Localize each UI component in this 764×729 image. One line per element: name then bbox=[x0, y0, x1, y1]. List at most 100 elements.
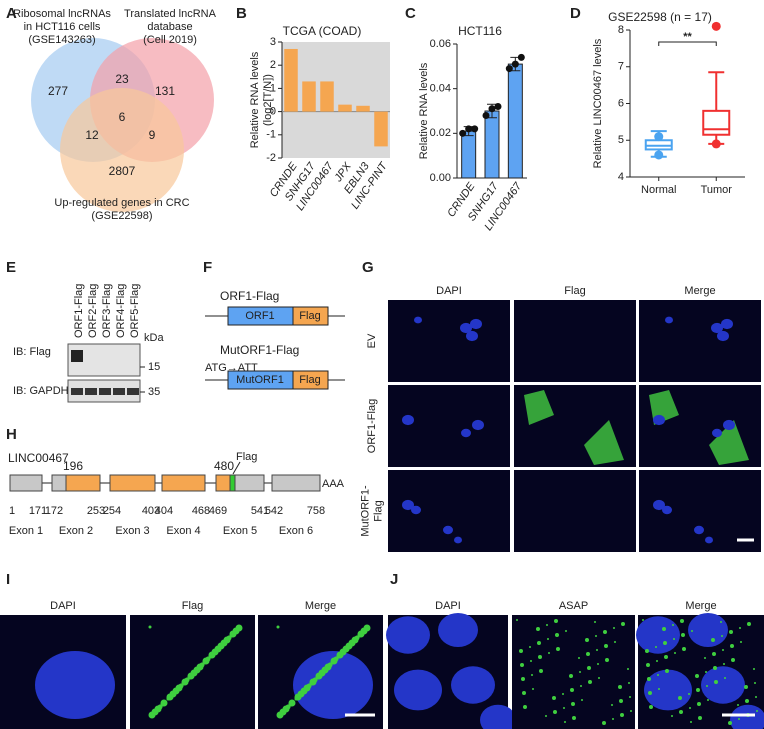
band bbox=[99, 388, 111, 395]
speckle bbox=[148, 711, 156, 719]
micrograph bbox=[639, 300, 761, 382]
panel-label: B bbox=[236, 5, 247, 22]
speckle bbox=[689, 707, 691, 709]
column-header: Merge bbox=[685, 600, 716, 612]
tag-label: Flag bbox=[299, 374, 320, 386]
set-label: (GSE143263) bbox=[28, 34, 95, 46]
bar bbox=[356, 105, 370, 112]
chart-title: GSE22598 (n = 17) bbox=[608, 10, 712, 24]
chart-title: HCT116 bbox=[458, 24, 502, 38]
speckle bbox=[737, 704, 739, 706]
panel-label: G bbox=[362, 259, 374, 276]
speckle bbox=[755, 696, 757, 698]
speckle bbox=[612, 718, 614, 720]
speckle bbox=[282, 707, 288, 713]
data-point bbox=[482, 111, 490, 119]
speckle bbox=[324, 665, 330, 671]
row-label: MutORF1- bbox=[359, 485, 371, 537]
speckle bbox=[647, 677, 651, 681]
x-tick-label: Tumor bbox=[701, 184, 733, 196]
micrograph bbox=[388, 300, 510, 382]
panel-label: D bbox=[570, 5, 581, 22]
nucleus bbox=[694, 525, 704, 535]
speckle bbox=[357, 634, 361, 638]
bar bbox=[461, 130, 477, 179]
speckle bbox=[315, 676, 319, 680]
y-tick-label: 0.06 bbox=[430, 38, 451, 50]
speckle bbox=[223, 638, 229, 644]
speckle bbox=[629, 696, 631, 698]
speckle bbox=[649, 705, 653, 709]
bar bbox=[320, 81, 334, 112]
micrograph bbox=[514, 300, 636, 382]
speckle bbox=[604, 644, 608, 648]
speckle bbox=[294, 697, 298, 701]
bar bbox=[507, 63, 523, 179]
speckle bbox=[556, 647, 560, 651]
nucleus bbox=[402, 414, 414, 426]
y-tick-label: 0.04 bbox=[430, 83, 451, 95]
speckle bbox=[181, 682, 185, 686]
speckle bbox=[154, 707, 160, 713]
speckle bbox=[713, 666, 717, 670]
nucleus bbox=[653, 414, 665, 426]
speckle bbox=[345, 642, 353, 650]
speckle bbox=[729, 630, 733, 634]
speckle bbox=[276, 625, 280, 629]
nucleus bbox=[712, 428, 722, 438]
speckle bbox=[536, 627, 540, 631]
speckle bbox=[697, 702, 701, 706]
speckle bbox=[722, 649, 724, 651]
band bbox=[113, 388, 125, 395]
flag-segment bbox=[229, 474, 236, 492]
gene-name: LINC00467 bbox=[8, 451, 69, 465]
nucleus bbox=[394, 669, 442, 711]
speckle bbox=[720, 621, 722, 623]
speckle bbox=[723, 663, 725, 665]
nucleus bbox=[470, 318, 482, 330]
y-tick-label: 3 bbox=[270, 36, 276, 48]
speckle bbox=[688, 693, 690, 695]
speckle bbox=[580, 685, 582, 687]
speckle bbox=[169, 690, 177, 698]
cell-signal bbox=[649, 390, 749, 465]
speckle bbox=[730, 644, 734, 648]
speckle bbox=[745, 699, 749, 703]
venn-count: 131 bbox=[155, 84, 175, 98]
position: 468 bbox=[192, 505, 210, 517]
speckle bbox=[674, 652, 676, 654]
set-label: Up-regulated genes in CRC bbox=[54, 197, 189, 209]
row-label: IB: Flag bbox=[13, 346, 51, 358]
y-axis-label: Relative RNA levels bbox=[249, 51, 261, 148]
data-point bbox=[654, 150, 664, 160]
speckle bbox=[673, 638, 675, 640]
set-label: in HCT116 cells bbox=[24, 21, 101, 33]
speckle bbox=[671, 715, 673, 717]
data-point bbox=[459, 129, 467, 137]
speckle bbox=[646, 663, 650, 667]
nucleus bbox=[705, 536, 713, 544]
speckle bbox=[519, 649, 523, 653]
speckle bbox=[739, 627, 741, 629]
nucleus bbox=[411, 505, 421, 515]
plot-background bbox=[282, 42, 390, 158]
poly-a: AAA bbox=[322, 478, 345, 490]
exon bbox=[51, 474, 67, 492]
speckle bbox=[728, 721, 732, 725]
position: 469 bbox=[209, 505, 227, 517]
micrograph bbox=[388, 470, 510, 552]
speckle bbox=[546, 624, 548, 626]
speckle bbox=[681, 633, 685, 637]
speckle bbox=[662, 627, 666, 631]
speckle bbox=[731, 658, 735, 662]
tag-label: Flag bbox=[236, 451, 257, 463]
nucleus bbox=[460, 322, 472, 334]
speckle bbox=[594, 621, 596, 623]
speckle bbox=[202, 659, 208, 665]
tag-label: Flag bbox=[299, 310, 320, 322]
speckle bbox=[711, 638, 715, 642]
speckle bbox=[679, 710, 683, 714]
position: 171 bbox=[29, 505, 47, 517]
nucleus bbox=[451, 666, 495, 704]
